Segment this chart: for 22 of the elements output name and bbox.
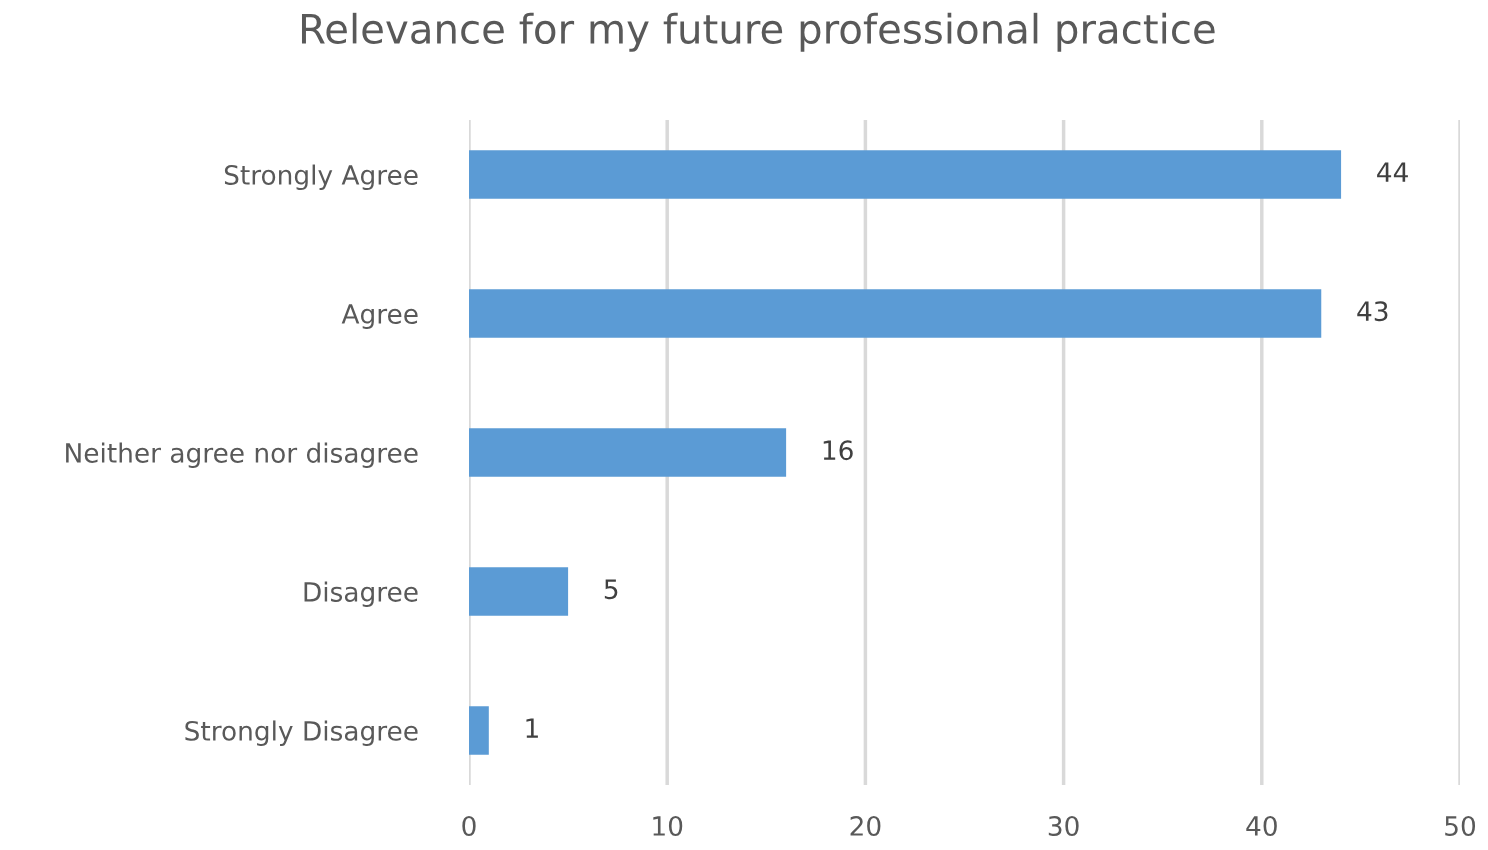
data-label: 16	[823, 440, 853, 461]
x-tick-label: 40	[1246, 816, 1277, 836]
chart-title: Relevance for my future professional practice	[301, 12, 1215, 52]
data-label: 1	[526, 718, 538, 738]
x-tick-label: 50	[1445, 816, 1476, 836]
x-tick-label: 30	[1048, 816, 1079, 836]
bar	[469, 706, 489, 755]
bar	[469, 428, 787, 477]
y-tick-label: Agree	[341, 304, 418, 330]
y-tick-label: Strongly Disagree	[185, 720, 418, 746]
data-label: 44	[1377, 162, 1408, 182]
x-tick-label: 0	[462, 816, 476, 836]
y-tick-label: Neither agree nor disagree	[66, 442, 418, 469]
y-tick-label: Disagree	[304, 581, 418, 607]
x-tick-label: 20	[850, 816, 881, 836]
data-label: 5	[604, 579, 618, 600]
bar	[469, 567, 569, 616]
bar	[469, 289, 1322, 338]
x-tick-label: 10	[653, 816, 683, 836]
bar	[469, 150, 1342, 199]
data-label: 43	[1357, 301, 1388, 322]
y-tick-label: Strongly Agree	[224, 164, 418, 191]
